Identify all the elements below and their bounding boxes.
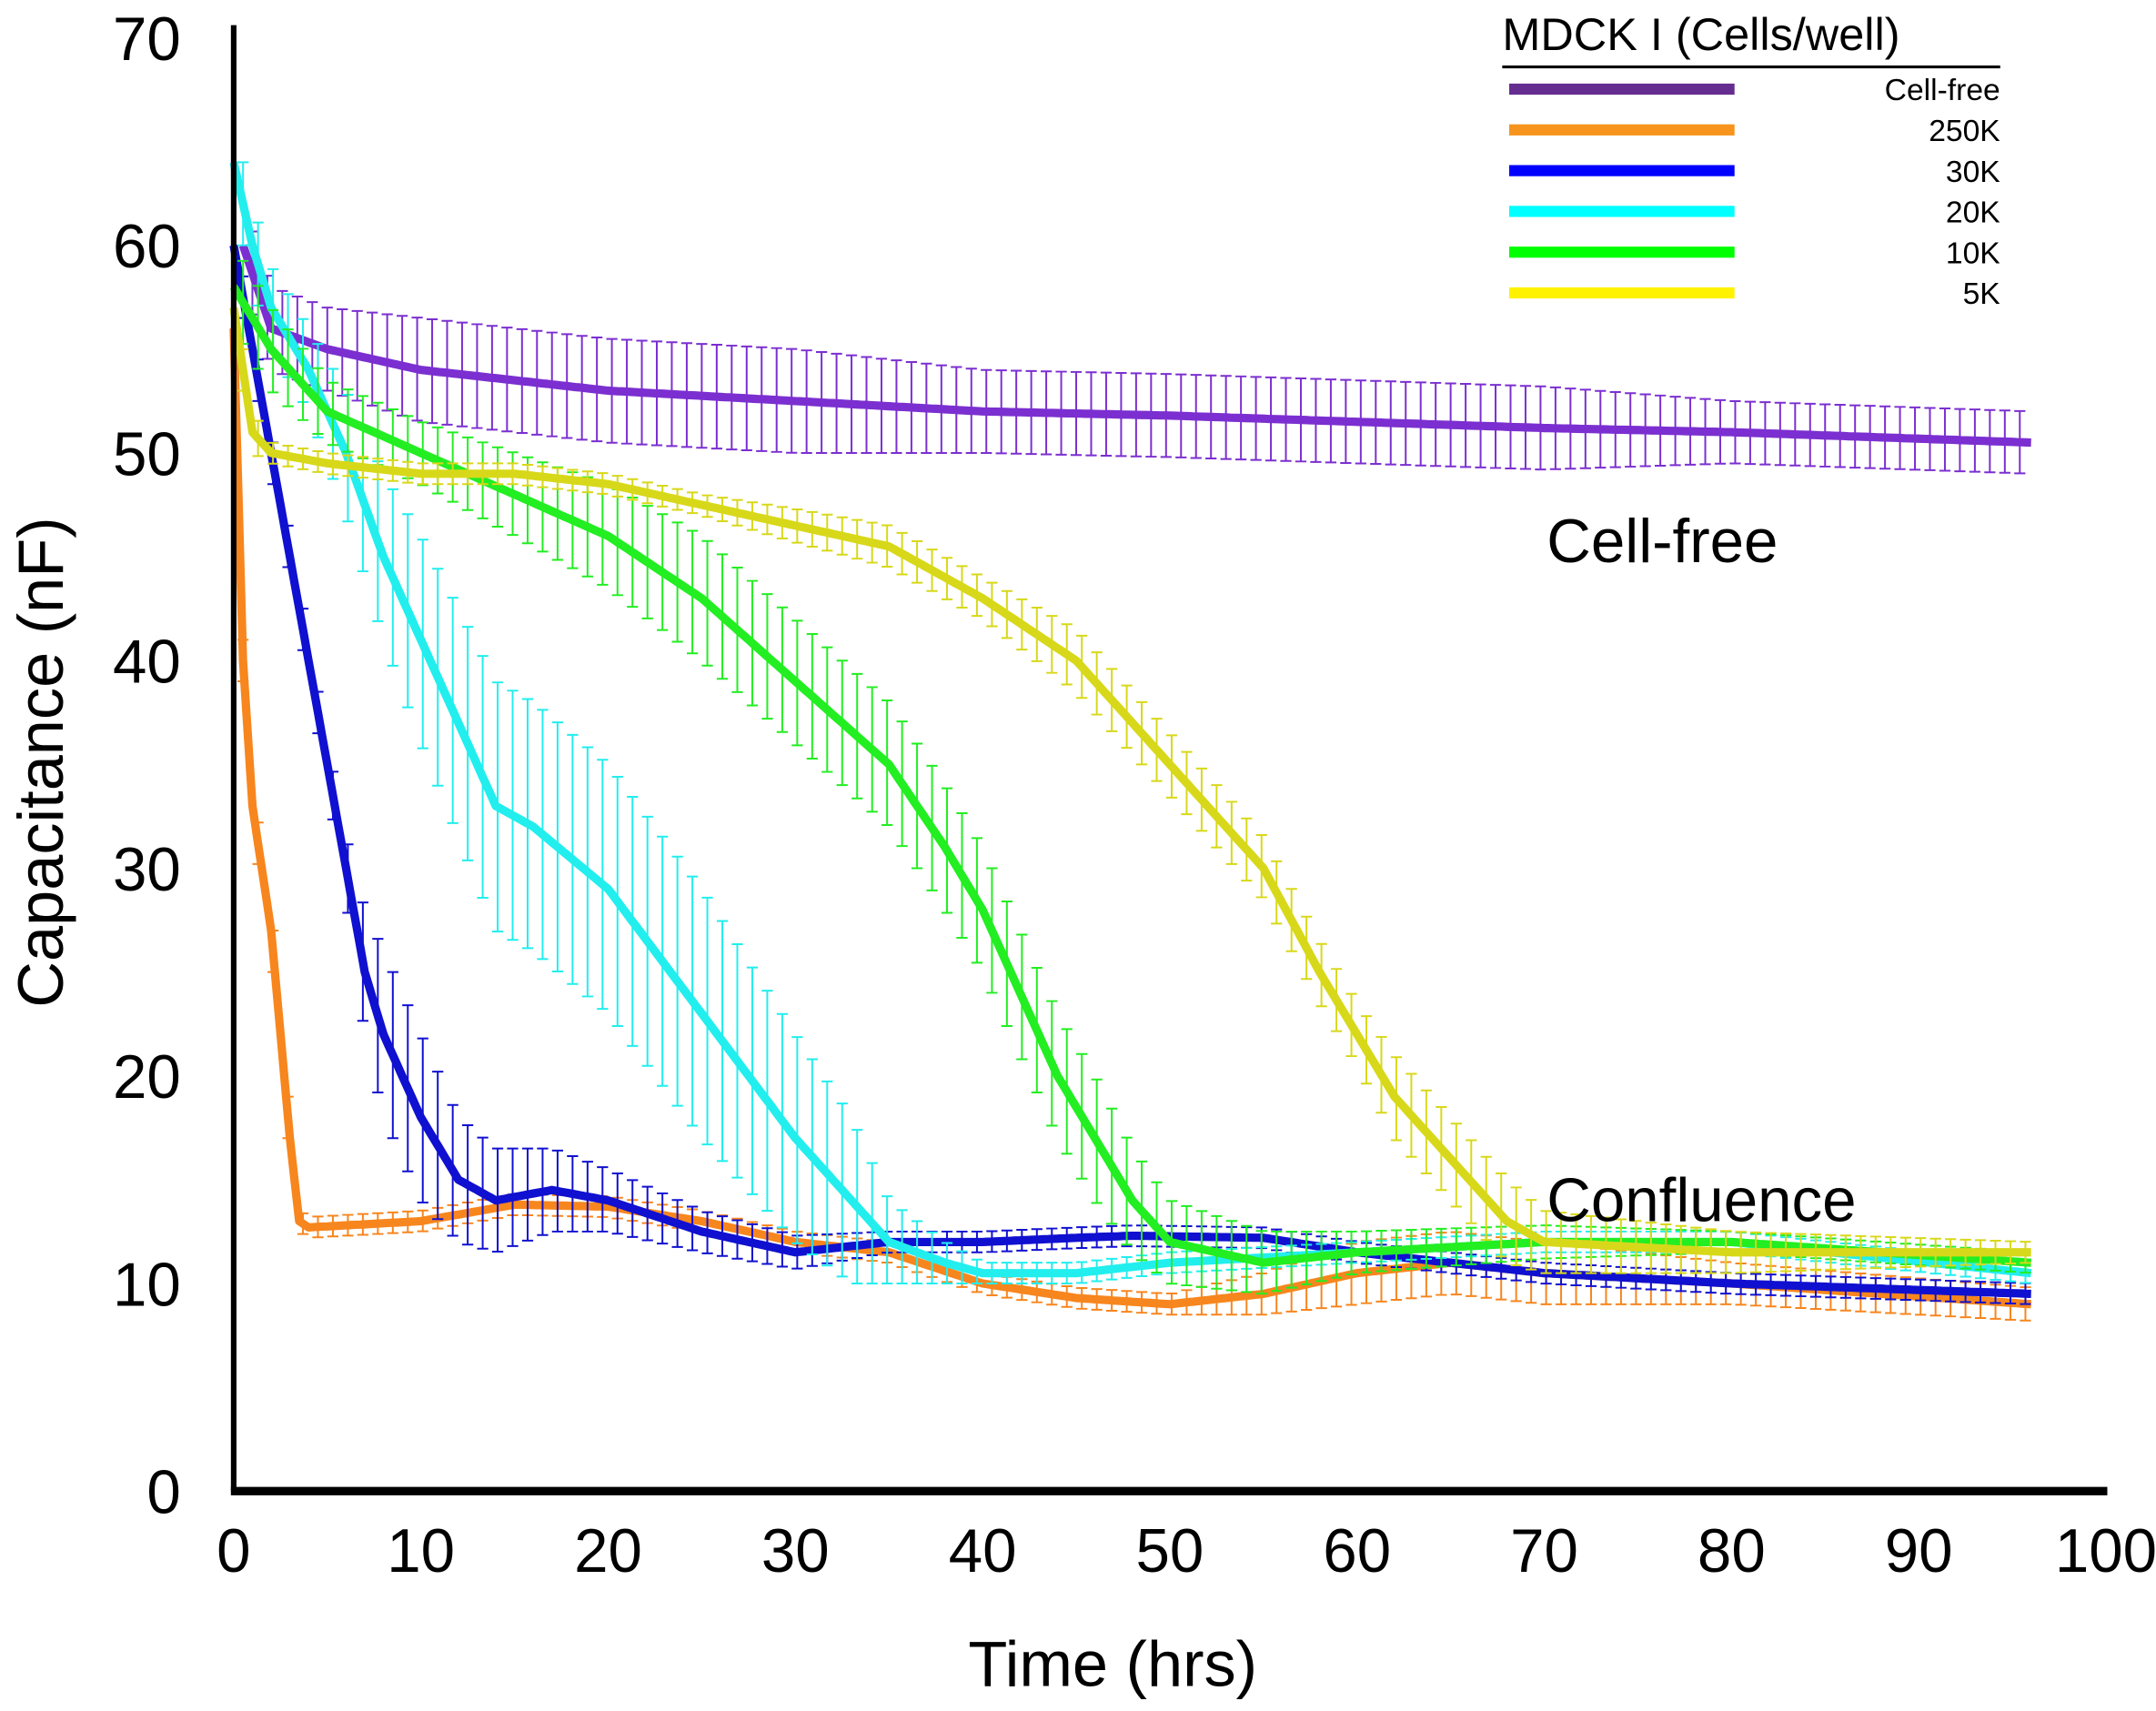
- x-tick-label: 50: [1136, 1517, 1204, 1585]
- series-30k: [229, 244, 2031, 1305]
- x-tick-label: 80: [1698, 1517, 1766, 1585]
- y-tick-label: 60: [113, 213, 181, 281]
- legend-label: Cell-free: [1885, 74, 2000, 107]
- legend-item: 10K: [1509, 237, 2000, 270]
- y-tick-label: 70: [113, 5, 181, 74]
- legend-swatch: [1509, 83, 1735, 96]
- x-tick-label: 30: [761, 1517, 830, 1585]
- legend-title: MDCK I (Cells/well): [1502, 8, 1899, 60]
- x-axis-label: Time (hrs): [968, 1627, 1257, 1699]
- y-tick-label: 0: [146, 1459, 180, 1527]
- legend-swatch: [1509, 287, 1735, 299]
- y-axis-label: Capacitance (nF): [5, 517, 76, 1007]
- x-tick-label: 70: [1510, 1517, 1578, 1585]
- series-line: [229, 284, 2031, 1267]
- x-tick-label: 90: [1885, 1517, 1953, 1585]
- x-tick-label: 100: [2055, 1517, 2156, 1585]
- y-tick-label: 50: [113, 420, 181, 488]
- legend: MDCK I (Cells/well) Cell-free 250K 30K 20K 1…: [1502, 8, 2000, 311]
- x-tick-labels: 0 10 20 30 40 50 60 70 80 90 100: [217, 1517, 2156, 1585]
- legend-swatch: [1509, 247, 1735, 258]
- legend-label: 250K: [1929, 115, 2000, 148]
- annotation-confluence: Confluence: [1546, 1167, 1856, 1235]
- legend-item: 20K: [1509, 196, 2000, 230]
- y-tick-label: 30: [113, 836, 181, 904]
- legend-item: 30K: [1509, 156, 2000, 189]
- annotation-cell-free: Cell-free: [1546, 508, 1778, 576]
- y-tick-labels: 0 10 20 30 40 50 60 70: [113, 5, 181, 1527]
- series-5k: [229, 307, 2031, 1274]
- x-tick-label: 0: [217, 1517, 250, 1585]
- legend-swatch: [1509, 124, 1735, 136]
- legend-label: 20K: [1946, 196, 2000, 230]
- series-line: [229, 244, 2031, 1299]
- series-line: [229, 307, 2031, 1257]
- y-tick-label: 20: [113, 1043, 181, 1112]
- legend-label: 10K: [1946, 237, 2000, 270]
- legend-item: 250K: [1509, 115, 2000, 148]
- x-tick-label: 40: [949, 1517, 1017, 1585]
- x-tick-label: 60: [1323, 1517, 1391, 1585]
- legend-item: Cell-free: [1509, 74, 2000, 107]
- legend-label: 5K: [1963, 277, 2001, 311]
- series-cell-free: [238, 230, 2031, 475]
- series-line: [238, 244, 2031, 448]
- x-tick-label: 10: [387, 1517, 455, 1585]
- y-tick-label: 10: [113, 1251, 181, 1319]
- x-tick-label: 20: [574, 1517, 642, 1585]
- series-group: [229, 161, 2032, 1322]
- legend-item: 5K: [1509, 277, 2000, 311]
- y-tick-label: 40: [113, 629, 181, 697]
- legend-label: 30K: [1946, 156, 2000, 189]
- legend-swatch: [1509, 165, 1735, 176]
- legend-swatch: [1509, 206, 1735, 217]
